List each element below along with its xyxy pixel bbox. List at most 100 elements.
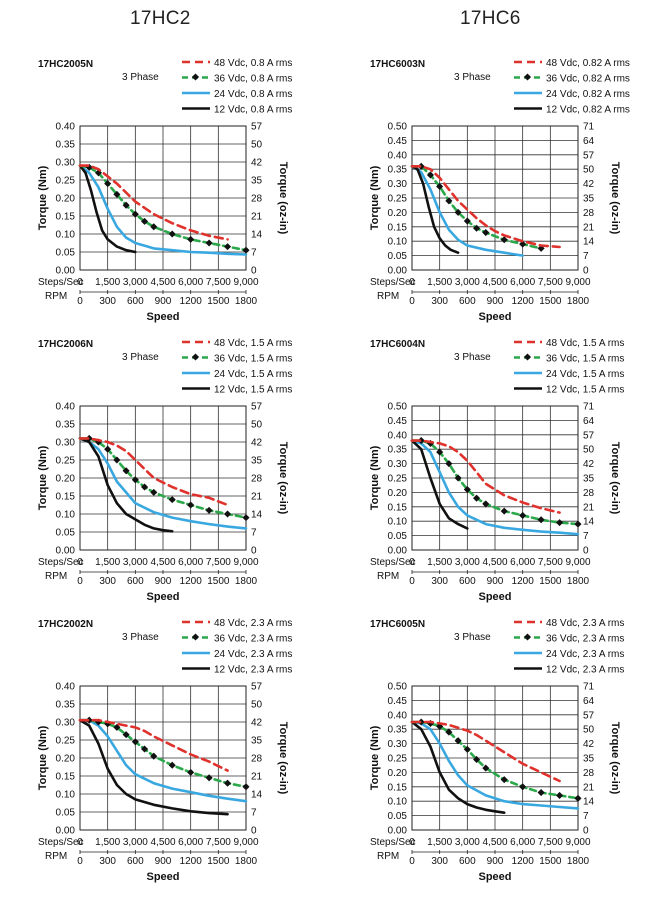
series-line-36v	[410, 165, 543, 250]
steps-sec-label: Steps/Sec	[370, 277, 416, 288]
y-right-tick-label: 50	[251, 420, 263, 431]
data-point-36v	[141, 745, 149, 753]
x-rpm-tick-label: 1500	[207, 576, 230, 587]
data-point-36v	[131, 738, 139, 746]
column-heading-17hc2: 17HC2	[130, 8, 191, 29]
y-right-axis-title: Torque (oz-in)	[277, 162, 289, 235]
y-right-tick-label: 28	[583, 208, 595, 219]
x-rpm-tick-label: 600	[459, 856, 476, 867]
steps-sec-label: Steps/Sec	[370, 837, 416, 848]
y-left-tick-label: 0.20	[56, 474, 76, 485]
rpm-label: RPM	[45, 571, 67, 582]
data-point-36v	[168, 761, 176, 769]
x-rpm-tick-label: 0	[409, 856, 415, 867]
y-left-tick-label: 0.05	[388, 811, 408, 822]
x-rpm-tick-label: 1500	[539, 296, 562, 307]
series-line-48v	[410, 720, 561, 783]
plot-border	[79, 125, 247, 271]
data-point-36v	[187, 501, 195, 509]
y-right-tick-label: 21	[583, 222, 595, 233]
y-right-tick-label: 42	[583, 179, 595, 190]
legend-label: 12 Vdc, 0.82 A rms	[546, 105, 630, 116]
y-right-axis-title: Torque (oz-in)	[609, 162, 621, 235]
data-point-36v	[205, 506, 213, 514]
y-right-tick-label: 14	[583, 237, 595, 248]
data-point-36v	[205, 774, 213, 782]
x-steps-tick-label: 3,000	[455, 557, 480, 568]
x-steps-tick-label: 3,000	[123, 837, 148, 848]
y-right-tick-label: 14	[251, 510, 263, 521]
legend-label: 24 Vdc, 2.3 A rms	[546, 649, 624, 660]
y-right-tick-label: 42	[251, 718, 263, 729]
series-line-12v	[410, 439, 469, 530]
y-left-tick-label: 0.25	[56, 176, 76, 187]
series-line-24v	[78, 437, 248, 530]
data-point-36v	[454, 208, 462, 216]
chart-title: 17HC2002N	[38, 619, 93, 630]
y-left-tick-label: 0.35	[388, 445, 408, 456]
x-rpm-tick-label: 300	[431, 296, 448, 307]
steps-sec-label: Steps/Sec	[38, 837, 84, 848]
x-rpm-tick-label: 300	[99, 856, 116, 867]
phase-label: 3 Phase	[122, 72, 159, 83]
x-rpm-tick-label: 300	[99, 296, 116, 307]
data-point-36v	[141, 483, 149, 491]
x-steps-tick-label: 9,000	[565, 837, 590, 848]
y-left-tick-label: 0.15	[388, 222, 408, 233]
y-left-tick-label: 0.30	[388, 179, 408, 190]
x-axis-title: Speed	[478, 311, 511, 323]
x-steps-tick-label: 0	[77, 557, 83, 568]
chart-panel-17hc6004n: 17HC6004N 3 Phase 48 Vdc, 1.5 A rms 36 Vdc,…	[369, 338, 624, 603]
x-rpm-tick-label: 1800	[235, 856, 258, 867]
y-right-tick-label: 57	[251, 682, 263, 693]
y-right-tick-label: 42	[251, 158, 263, 169]
x-rpm-tick-label: 600	[127, 576, 144, 587]
y-left-tick-label: 0.40	[56, 122, 76, 133]
series-line-12v	[78, 437, 174, 533]
data-point-36v	[454, 474, 462, 482]
x-rpm-tick-label: 1800	[567, 576, 590, 587]
y-right-tick-label: 0	[251, 546, 257, 557]
y-left-tick-label: 0.20	[388, 488, 408, 499]
legend-label: 24 Vdc, 2.3 A rms	[214, 649, 292, 660]
data-point-36v	[473, 224, 481, 232]
legend-label: 24 Vdc, 1.5 A rms	[214, 369, 292, 380]
x-axis-title: Speed	[146, 871, 179, 883]
x-rpm-tick-label: 1200	[512, 296, 535, 307]
plot-border	[411, 685, 579, 831]
x-rpm-tick-label: 900	[155, 856, 172, 867]
x-steps-tick-label: 7,500	[206, 557, 231, 568]
data-point-36v	[131, 210, 139, 218]
y-left-tick-label: 0.30	[56, 718, 76, 729]
series-line-48v	[78, 164, 229, 241]
x-rpm-tick-label: 0	[77, 296, 83, 307]
data-point-36v	[224, 510, 232, 518]
chart-panel-17hc2002n: 17HC2002N 3 Phase 48 Vdc, 2.3 A rms 36 Vdc,…	[37, 618, 292, 883]
data-point-36v	[242, 246, 250, 254]
x-steps-tick-label: 1,500	[427, 837, 452, 848]
x-steps-tick-label: 1,500	[427, 277, 452, 288]
x-rpm-tick-label: 0	[77, 576, 83, 587]
phase-label: 3 Phase	[454, 72, 491, 83]
y-right-tick-label: 7	[251, 528, 257, 539]
data-point-36v	[187, 768, 195, 776]
x-rpm-tick-label: 0	[77, 856, 83, 867]
y-left-tick-label: 0.05	[56, 528, 76, 539]
phase-label: 3 Phase	[122, 352, 159, 363]
x-axis-title: Speed	[146, 311, 179, 323]
data-point-36v	[242, 783, 250, 791]
y-left-tick-label: 0.35	[388, 165, 408, 176]
y-left-tick-label: 0.00	[388, 826, 408, 837]
x-rpm-tick-label: 1500	[539, 576, 562, 587]
y-right-tick-label: 64	[583, 696, 595, 707]
y-left-axis-title: Torque (Nm)	[369, 165, 381, 230]
legend-label: 48 Vdc, 2.3 A rms	[546, 618, 624, 629]
legend-label: 48 Vdc, 1.5 A rms	[546, 338, 624, 349]
y-right-tick-label: 42	[251, 438, 263, 449]
y-right-tick-label: 35	[251, 736, 263, 747]
legend-label: 24 Vdc, 0.8 A rms	[214, 89, 292, 100]
x-rpm-tick-label: 600	[459, 576, 476, 587]
y-left-tick-label: 0.15	[56, 492, 76, 503]
legend-label: 24 Vdc, 1.5 A rms	[546, 369, 624, 380]
